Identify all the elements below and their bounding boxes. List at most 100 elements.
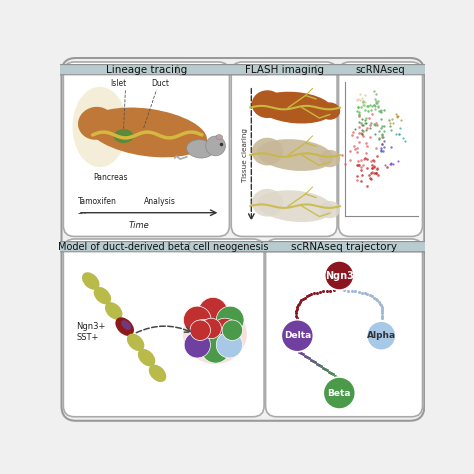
Ellipse shape (183, 304, 247, 364)
Point (363, 139, 370, 146)
Point (367, 119, 375, 127)
Point (374, 102, 382, 109)
Point (359, 161, 367, 169)
Circle shape (216, 332, 243, 358)
Point (370, 120, 378, 128)
Point (387, 126, 394, 134)
Point (353, 148, 360, 156)
Text: scRNAseq trajectory: scRNAseq trajectory (291, 242, 397, 252)
Point (357, 163, 365, 170)
Point (352, 145, 359, 153)
Point (393, 113, 401, 121)
Point (361, 117, 369, 124)
Circle shape (190, 320, 210, 340)
Point (362, 119, 369, 127)
Point (380, 128, 388, 135)
Point (362, 91, 369, 99)
Point (358, 116, 366, 123)
Ellipse shape (78, 107, 114, 140)
Point (380, 122, 387, 130)
Ellipse shape (82, 272, 100, 290)
Point (355, 157, 362, 165)
Ellipse shape (114, 129, 134, 143)
Point (358, 127, 365, 134)
Point (354, 173, 361, 180)
Point (386, 119, 393, 127)
Point (377, 147, 385, 155)
Point (357, 156, 365, 164)
Ellipse shape (115, 317, 134, 336)
Point (372, 106, 379, 113)
Circle shape (281, 319, 313, 352)
Point (357, 119, 365, 127)
Point (364, 182, 371, 189)
Circle shape (201, 318, 221, 338)
Point (363, 150, 370, 157)
Point (378, 130, 385, 137)
Point (369, 156, 377, 164)
Point (356, 96, 364, 104)
Point (363, 143, 371, 150)
Point (355, 103, 362, 111)
Point (379, 133, 386, 141)
Point (351, 125, 359, 133)
Point (372, 130, 379, 138)
Point (378, 131, 386, 139)
Point (373, 100, 381, 107)
Point (359, 98, 367, 105)
Point (361, 99, 368, 106)
Point (392, 110, 400, 118)
Text: Analysis: Analysis (144, 197, 175, 206)
Ellipse shape (252, 189, 283, 217)
Point (357, 129, 365, 137)
Ellipse shape (257, 139, 333, 171)
Point (361, 119, 368, 127)
Text: Model of duct-derived beta cell neogenesis: Model of duct-derived beta cell neogenes… (58, 242, 269, 252)
Point (373, 169, 380, 176)
Point (356, 118, 363, 125)
FancyBboxPatch shape (231, 62, 337, 237)
Point (366, 174, 374, 182)
Point (356, 110, 363, 118)
Circle shape (325, 261, 354, 290)
Point (355, 123, 363, 131)
FancyBboxPatch shape (315, 64, 446, 75)
Point (375, 107, 383, 115)
Ellipse shape (216, 135, 222, 140)
Point (354, 161, 361, 168)
Point (365, 171, 373, 179)
Point (386, 160, 394, 167)
Text: Duct: Duct (151, 79, 169, 88)
Circle shape (206, 136, 226, 156)
Point (359, 130, 366, 137)
Circle shape (211, 318, 239, 346)
Point (368, 164, 376, 172)
Text: Time: Time (129, 221, 149, 230)
Point (359, 127, 366, 134)
Point (389, 119, 396, 127)
Point (361, 154, 368, 161)
Point (377, 144, 384, 152)
Point (367, 106, 375, 114)
Point (363, 102, 370, 109)
Point (367, 124, 374, 131)
Point (374, 153, 381, 160)
Text: Delta: Delta (284, 331, 311, 340)
Point (381, 162, 389, 169)
Point (357, 177, 365, 184)
Point (383, 164, 391, 171)
Text: Ngn3+
SST+: Ngn3+ SST+ (76, 322, 106, 342)
Point (380, 143, 387, 151)
Ellipse shape (127, 334, 145, 351)
Ellipse shape (94, 287, 111, 304)
Point (353, 145, 361, 152)
Point (373, 98, 380, 105)
Point (359, 98, 367, 106)
Point (378, 134, 386, 141)
Ellipse shape (187, 140, 214, 158)
Ellipse shape (257, 190, 333, 222)
Point (395, 130, 403, 138)
Point (379, 147, 387, 155)
Point (353, 96, 361, 104)
Ellipse shape (149, 365, 166, 382)
